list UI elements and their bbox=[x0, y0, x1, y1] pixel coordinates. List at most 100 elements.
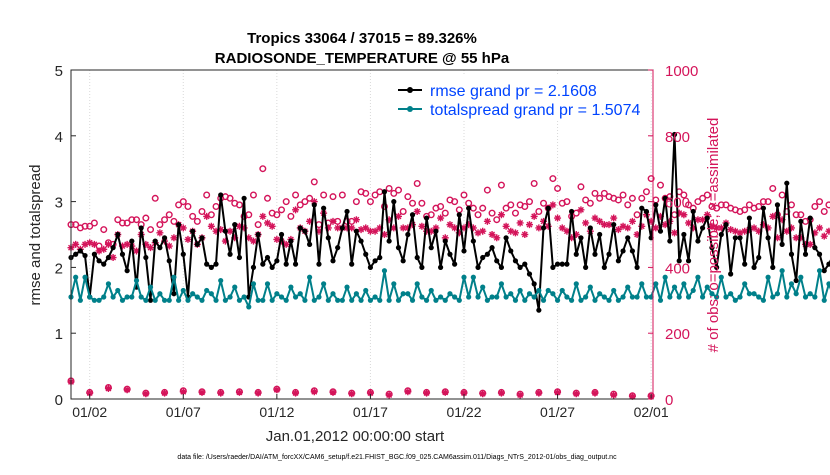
assimilated_low-point bbox=[217, 390, 224, 397]
totalspread-point bbox=[560, 288, 565, 293]
assimilated-point bbox=[577, 206, 584, 213]
totalspread-point bbox=[480, 285, 485, 290]
rmse-point bbox=[691, 209, 696, 214]
possible-point bbox=[307, 196, 313, 202]
totalspread-point bbox=[630, 294, 635, 299]
rmse-point bbox=[139, 225, 144, 230]
possible-point bbox=[260, 166, 266, 172]
totalspread-point bbox=[171, 275, 176, 280]
possible-point bbox=[597, 196, 603, 202]
rmse-point bbox=[634, 265, 639, 270]
rmse-point bbox=[302, 229, 307, 234]
rmse-point bbox=[405, 232, 410, 237]
assimilated-point bbox=[264, 219, 271, 226]
rmse-point bbox=[330, 258, 335, 263]
totalspread-point bbox=[742, 281, 747, 286]
chart-title-line2: RADIOSONDE_TEMPERATURE @ 55 hPa bbox=[215, 50, 510, 67]
rmse-point bbox=[429, 245, 434, 250]
rmse-point bbox=[761, 206, 766, 211]
rmse-point bbox=[368, 265, 373, 270]
rmse-point bbox=[157, 245, 162, 250]
assimilated_low-point bbox=[273, 386, 280, 393]
totalspread-point bbox=[471, 275, 476, 280]
assimilated-point bbox=[769, 213, 776, 220]
rmse-point bbox=[73, 252, 78, 257]
totalspread-point bbox=[564, 294, 569, 299]
assimilated-point bbox=[521, 231, 528, 238]
rmse-point bbox=[349, 262, 354, 267]
rmse-point bbox=[279, 232, 284, 237]
rmse-point bbox=[242, 196, 247, 201]
rmse-point bbox=[92, 252, 97, 257]
possible-point bbox=[541, 200, 547, 206]
possible-point bbox=[475, 212, 481, 218]
rmse-point bbox=[592, 252, 597, 257]
totalspread-point bbox=[298, 291, 303, 296]
assimilated-point bbox=[559, 224, 566, 231]
rmse-point bbox=[181, 252, 186, 257]
assimilated_low-point bbox=[105, 385, 112, 392]
x-tick-label: 01/27 bbox=[540, 404, 575, 420]
possible-point bbox=[653, 197, 659, 203]
rmse-point bbox=[611, 222, 616, 227]
totalspread-point bbox=[405, 291, 410, 296]
x-tick-label: 01/22 bbox=[446, 404, 481, 420]
rmse-point bbox=[471, 238, 476, 243]
possible-point bbox=[330, 194, 336, 200]
totalspread-point bbox=[677, 294, 682, 299]
rmse-point bbox=[153, 238, 158, 243]
totalspread-point bbox=[794, 291, 799, 296]
rmse-point bbox=[728, 271, 733, 276]
rmse-point bbox=[751, 265, 756, 270]
possible-point bbox=[166, 212, 172, 218]
rmse-point bbox=[639, 206, 644, 211]
x-tick-label: 01/07 bbox=[166, 404, 201, 420]
assimilated-point bbox=[269, 223, 276, 230]
totalspread-point bbox=[279, 294, 284, 299]
rmse-point bbox=[199, 235, 204, 240]
possible-point bbox=[92, 220, 98, 226]
rmse-point bbox=[518, 265, 523, 270]
rmse-point bbox=[377, 255, 382, 260]
rmse-point bbox=[401, 258, 406, 263]
totalspread-point bbox=[438, 294, 443, 299]
possible-point bbox=[480, 205, 486, 211]
assimilated-point bbox=[531, 213, 538, 220]
totalspread-point bbox=[199, 298, 204, 303]
totalspread-point bbox=[284, 298, 289, 303]
rmse-point bbox=[354, 229, 359, 234]
legend-spread-label: totalspread grand pr = 1.5074 bbox=[430, 102, 640, 119]
totalspread-point bbox=[382, 268, 387, 273]
possible-point bbox=[251, 192, 257, 198]
assimilated_low-point bbox=[255, 390, 262, 397]
rmse-point bbox=[606, 252, 611, 257]
rmse-point bbox=[274, 258, 279, 263]
assimilated-point bbox=[259, 213, 266, 220]
rmse-point bbox=[489, 245, 494, 250]
totalspread-point bbox=[153, 298, 158, 303]
rmse-point bbox=[115, 232, 120, 237]
rmse-point bbox=[125, 268, 130, 273]
rmse-point bbox=[667, 238, 672, 243]
rmse-point bbox=[723, 222, 728, 227]
possible-point bbox=[419, 200, 425, 206]
possible-point bbox=[658, 182, 664, 188]
assimilated-point bbox=[517, 219, 524, 226]
rmse-point bbox=[546, 206, 551, 211]
assimilated-point bbox=[629, 218, 636, 225]
rmse-point bbox=[223, 229, 228, 234]
totalspread-point bbox=[625, 285, 630, 290]
rmse-point bbox=[237, 255, 242, 260]
rmse-point bbox=[527, 271, 532, 276]
rmse-point bbox=[541, 225, 546, 230]
totalspread-point bbox=[616, 298, 621, 303]
rmse-point bbox=[96, 258, 101, 263]
legend: rmse grand pr = 2.1608 totalspread grand… bbox=[393, 76, 651, 120]
rmse-point bbox=[101, 262, 106, 267]
possible-point bbox=[190, 214, 196, 220]
totalspread-point bbox=[667, 294, 672, 299]
possible-point bbox=[489, 210, 495, 216]
possible-point bbox=[414, 181, 420, 187]
totalspread-point bbox=[111, 294, 116, 299]
